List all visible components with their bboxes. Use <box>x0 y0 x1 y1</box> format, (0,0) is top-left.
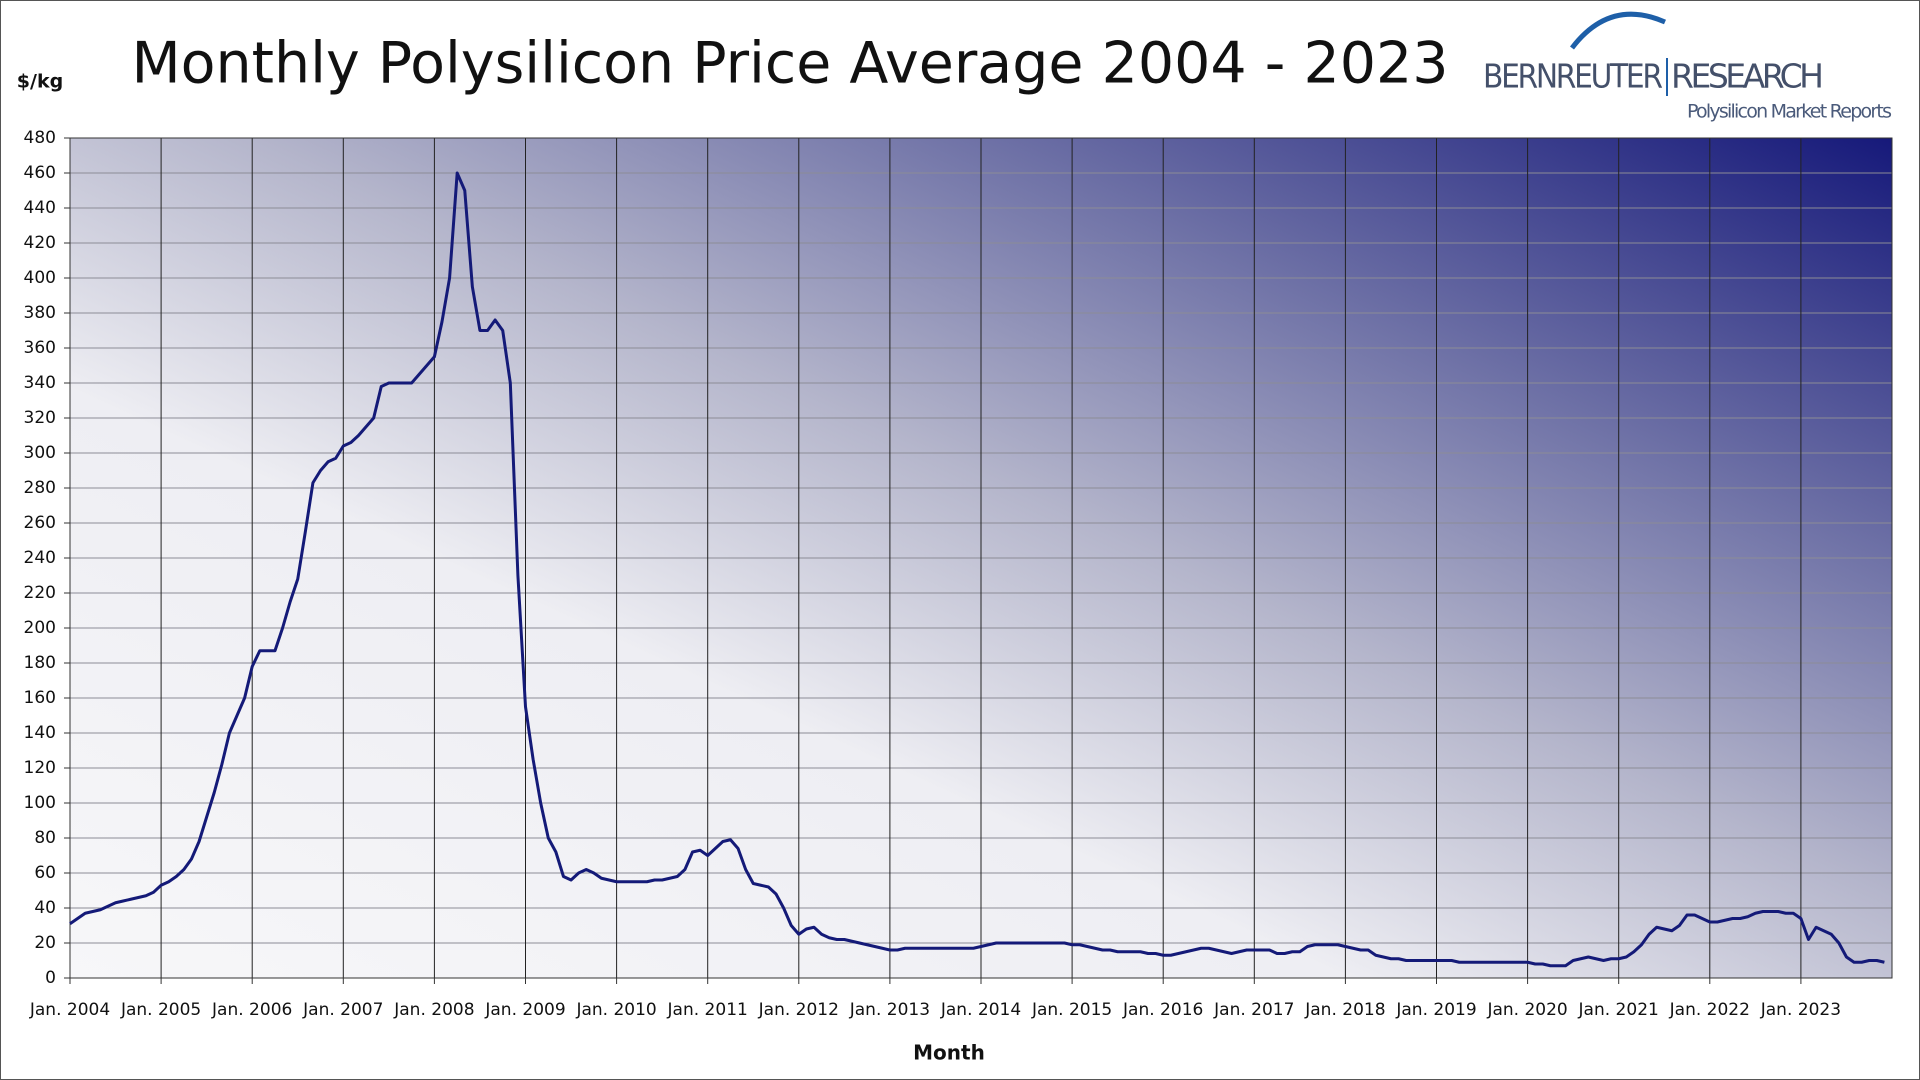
logo-name: RESEARCH <box>1671 57 1824 96</box>
y-tick-label: 260 <box>24 513 56 533</box>
y-tick-label: 240 <box>24 548 56 568</box>
chart-title: Monthly Polysilicon Price Average 2004 -… <box>131 31 1448 97</box>
x-tick-label: Jan. 2016 <box>1122 1000 1203 1020</box>
x-tick-label: Jan. 2017 <box>1213 1000 1294 1020</box>
x-tick-label: Jan. 2013 <box>849 1000 930 1020</box>
logo-name: BERNREUTER <box>1483 57 1663 96</box>
y-tick-label: 300 <box>24 443 56 463</box>
x-tick-label: Jan. 2004 <box>29 1000 110 1020</box>
y-tick-label: 0 <box>45 968 56 988</box>
y-tick-label: 400 <box>24 268 56 288</box>
y-tick-label: 200 <box>24 618 56 638</box>
y-tick-label: 420 <box>24 233 56 253</box>
x-tick-label: Jan. 2021 <box>1578 1000 1659 1020</box>
price-line <box>69 171 1885 968</box>
y-tick-label: 40 <box>34 898 56 918</box>
y-tick-label: 320 <box>24 408 56 428</box>
y-tick-label: 20 <box>34 933 56 953</box>
x-tick-label: Jan. 2023 <box>1760 1000 1841 1020</box>
y-axis-label: $/kg <box>17 71 63 93</box>
y-tick-label: 280 <box>24 478 56 498</box>
y-tick-label: 100 <box>24 793 56 813</box>
y-tick-label: 60 <box>34 863 56 883</box>
x-tick-label: Jan. 2022 <box>1669 1000 1750 1020</box>
x-tick-label: Jan. 2010 <box>575 1000 656 1020</box>
x-tick-label: Jan. 2005 <box>120 1000 201 1020</box>
x-tick-label: Jan. 2009 <box>484 1000 565 1020</box>
logo-arc <box>1570 11 1666 50</box>
plot-border <box>69 137 1893 979</box>
y-tick-label: 480 <box>24 128 56 148</box>
x-tick-label: Jan. 2015 <box>1031 1000 1112 1020</box>
y-tick-label: 80 <box>34 828 56 848</box>
x-tick-label: Jan. 2018 <box>1304 1000 1385 1020</box>
y-tick-label: 120 <box>24 758 56 778</box>
y-tick-label: 360 <box>24 338 56 358</box>
x-tick-label: Jan. 2012 <box>758 1000 839 1020</box>
x-tick-label: Jan. 2011 <box>667 1000 748 1020</box>
x-tick-label: Jan. 2014 <box>940 1000 1021 1020</box>
y-tick-label: 180 <box>24 653 56 673</box>
y-tick-label: 160 <box>24 688 56 708</box>
y-tick-label: 340 <box>24 373 56 393</box>
x-tick-label: Jan. 2008 <box>393 1000 474 1020</box>
y-tick-label: 220 <box>24 583 56 603</box>
x-axis-label: Month <box>913 1041 985 1065</box>
x-tick-label: Jan. 2007 <box>302 1000 383 1020</box>
logo-tagline: Polysilicon Market Reports <box>1687 101 1892 123</box>
x-tick-label: Jan. 2020 <box>1486 1000 1567 1020</box>
x-tick-label: Jan. 2006 <box>211 1000 292 1020</box>
x-tick-label: Jan. 2019 <box>1395 1000 1476 1020</box>
y-tick-label: 460 <box>24 163 56 183</box>
y-tick-label: 140 <box>24 723 56 743</box>
y-tick-label: 380 <box>24 303 56 323</box>
y-tick-label: 440 <box>24 198 56 218</box>
